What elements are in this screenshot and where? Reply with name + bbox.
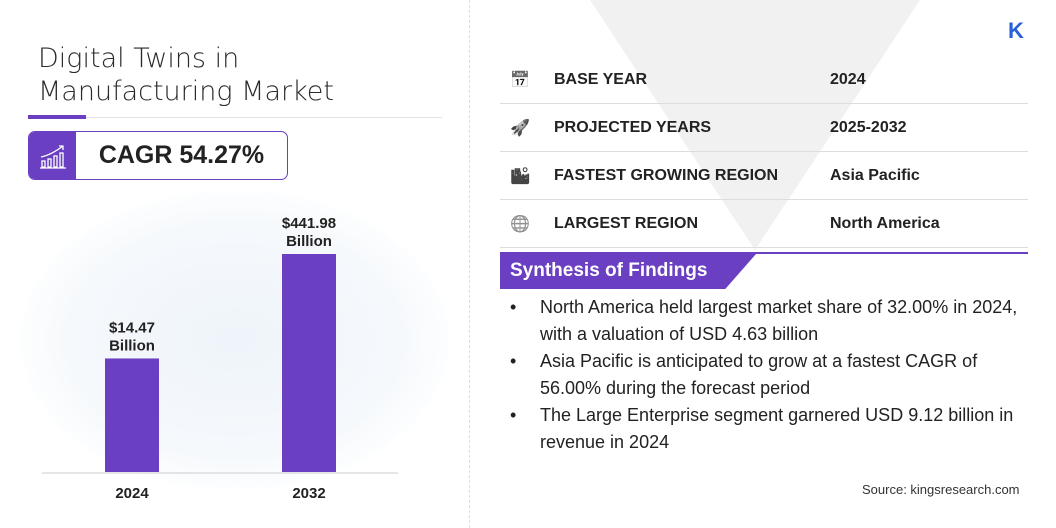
finding-item: North America held largest market share … — [510, 294, 1020, 348]
info-row: 🏙 FASTEST GROWING REGION Asia Pacific — [500, 152, 1028, 200]
kings-research-logo: K — [1008, 18, 1024, 43]
info-row: 📅 BASE YEAR 2024 — [500, 56, 1028, 104]
globe-icon: 🌐 — [510, 215, 530, 233]
cagr-value: CAGR 54.27% — [98, 141, 265, 169]
info-label: PROJECTED YEARS — [554, 118, 712, 136]
info-value: 2025-2032 — [830, 118, 907, 136]
finding-item: Asia Pacific is anticipated to grow at a… — [510, 348, 1020, 402]
calendar-icon: 📅 — [510, 71, 530, 89]
title-underline — [28, 115, 442, 119]
bar-2024 — [105, 358, 159, 472]
info-value: 2024 — [830, 70, 866, 88]
synthesis-rule — [500, 252, 1028, 254]
source-note: Source: kingsresearch.com — [862, 482, 1020, 497]
data-label: $14.47 — [109, 319, 155, 336]
growth-region-icon: 🏙 — [510, 167, 531, 185]
data-label: Billion — [286, 233, 332, 250]
growth-chart-icon — [29, 132, 76, 179]
divider — [469, 0, 470, 528]
synthesis-heading: Synthesis of Findings — [500, 254, 756, 289]
rocket-icon: 🚀 — [510, 119, 530, 137]
x-tick-label: 2032 — [292, 485, 325, 502]
data-label: $441.98 — [282, 215, 336, 232]
info-label: FASTEST GROWING REGION — [554, 166, 779, 184]
page-title: Digital Twins in Manufacturing Market — [38, 43, 334, 107]
info-value: Asia Pacific — [830, 166, 920, 184]
cagr-badge: CAGR 54.27% — [28, 131, 288, 180]
data-label: Billion — [109, 337, 155, 354]
info-row: 🌐 LARGEST REGION North America — [500, 200, 1028, 248]
info-value: North America — [830, 214, 940, 232]
findings-list: North America held largest market share … — [510, 294, 1020, 456]
finding-item: The Large Enterprise segment garnered US… — [510, 402, 1020, 456]
world-map-background — [20, 190, 450, 490]
background-triangle — [590, 0, 920, 250]
info-row: 🚀 PROJECTED YEARS 2025-2032 — [500, 104, 1028, 152]
bar-2032 — [282, 254, 336, 472]
info-label: LARGEST REGION — [554, 214, 699, 232]
info-label: BASE YEAR — [554, 70, 648, 88]
x-tick-label: 2024 — [115, 485, 149, 502]
